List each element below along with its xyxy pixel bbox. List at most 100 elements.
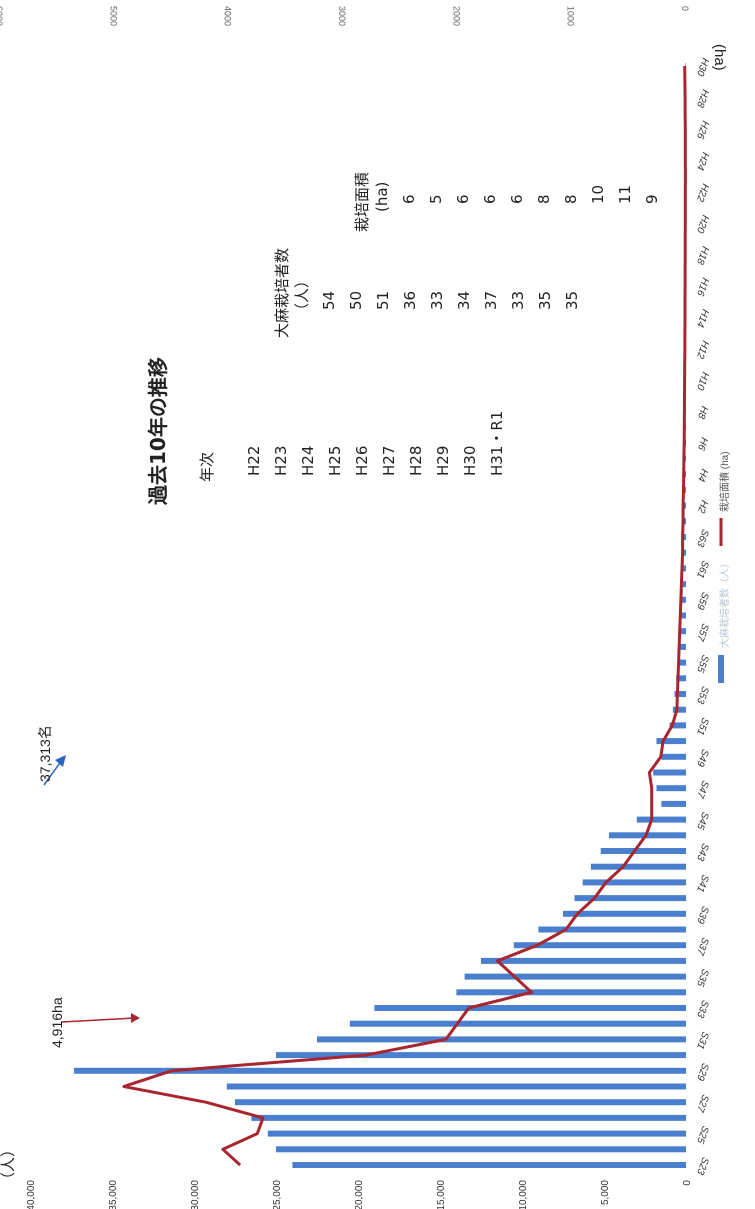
left-axis-tick-label: 10,000 bbox=[518, 1180, 529, 1209]
right-axis-tick-label: 1000 bbox=[566, 6, 576, 26]
inset-table-cell: H22 bbox=[245, 446, 263, 476]
annotation-arrow-blue bbox=[43, 759, 63, 786]
inset-table-cell: 6 bbox=[481, 194, 499, 204]
bar bbox=[661, 753, 686, 760]
bar bbox=[676, 675, 686, 682]
inset-table-cell: 33 bbox=[428, 291, 446, 310]
left-axis-tick-label: 20,000 bbox=[354, 1180, 365, 1209]
bar bbox=[456, 989, 686, 996]
category-tick-label: H10 bbox=[694, 370, 711, 391]
inset-table-cell: H31・R1 bbox=[488, 411, 506, 476]
category-tick-label: S53 bbox=[694, 685, 711, 706]
right-axis-label: (ha) bbox=[711, 44, 728, 71]
right-axis-tick-label: 5000 bbox=[108, 6, 118, 26]
inset-table-cell: 36 bbox=[401, 291, 419, 310]
inset-table-cell: 11 bbox=[616, 185, 634, 204]
left-axis-tick-label: 35,000 bbox=[108, 1180, 119, 1209]
category-tick-label: H22 bbox=[694, 182, 711, 203]
left-axis-label: （人） bbox=[0, 1142, 17, 1187]
category-tick-label: H26 bbox=[694, 119, 711, 140]
category-tick-labels: S23 S25 S27 S29 S31 S33 S35 S37 S39 S41 S43 S45 S47 S… bbox=[694, 56, 711, 1176]
category-tick-label: S59 bbox=[694, 590, 711, 611]
left-axis-ticks: 0 5,000 10,000 15,000 20,000 25,000 30,000 35,0… bbox=[26, 1180, 693, 1209]
inset-table-cell: 34 bbox=[455, 291, 473, 310]
bar bbox=[677, 659, 686, 666]
bar bbox=[464, 973, 686, 980]
inset-table-cell: 6 bbox=[400, 194, 418, 204]
inset-table-cell: H30 bbox=[461, 446, 479, 476]
inset-table-cell: H27 bbox=[380, 446, 398, 476]
right-axis-tick-label: 6000 bbox=[0, 6, 4, 26]
category-tick-label: H30 bbox=[694, 56, 711, 77]
bar bbox=[678, 643, 686, 650]
inset-table-unit: (ha) bbox=[373, 182, 391, 212]
bar bbox=[276, 1146, 686, 1153]
category-tick-label: H4 bbox=[695, 467, 710, 483]
left-axis-tick-label: 30,000 bbox=[190, 1180, 201, 1209]
category-tick-label: H28 bbox=[694, 88, 711, 109]
category-tick-label: S57 bbox=[694, 622, 711, 643]
bar bbox=[682, 534, 686, 540]
bar bbox=[317, 1036, 686, 1043]
inset-table-cell: 9 bbox=[643, 194, 661, 204]
bar-series bbox=[74, 63, 687, 1168]
bar bbox=[538, 926, 686, 933]
left-axis-tick-label: 15,000 bbox=[436, 1180, 447, 1209]
annotation-peak-area: 4,916ha bbox=[49, 997, 65, 1048]
left-axis-tick-label: 0 bbox=[682, 1180, 693, 1186]
bar bbox=[267, 1130, 686, 1137]
category-tick-label: S25 bbox=[694, 1124, 711, 1145]
category-tick-label: S45 bbox=[694, 810, 711, 831]
legend-swatch-growers bbox=[718, 655, 724, 683]
inset-table-cell: 6 bbox=[454, 194, 472, 204]
inset-table-cell: 50 bbox=[347, 291, 365, 310]
inset-table-cell: 33 bbox=[509, 291, 527, 310]
legend-label-area: 栽培面積 (ha) bbox=[718, 451, 731, 512]
inset-table-body: 年次 大麻栽培者数 （人） 栽培面積 (ha) H22 54 6 H23 50 5 H24 51 6 H25… bbox=[198, 172, 661, 482]
inset-table-cell: 35 bbox=[563, 291, 581, 310]
category-tick-label: S63 bbox=[694, 528, 711, 549]
bar bbox=[674, 691, 686, 697]
category-tick-label: S49 bbox=[694, 747, 711, 768]
bar bbox=[661, 800, 686, 807]
bar bbox=[681, 565, 686, 572]
category-tick-label: S47 bbox=[694, 779, 711, 800]
inset-table-cell: 54 bbox=[320, 291, 338, 310]
inset-table-cell: H28 bbox=[407, 446, 425, 476]
left-axis-tick-label: 25,000 bbox=[272, 1180, 283, 1209]
bar bbox=[656, 785, 686, 792]
inset-table-cell: 10 bbox=[589, 185, 607, 204]
bar bbox=[600, 848, 686, 854]
bar bbox=[276, 1052, 686, 1059]
right-axis-tick-label: 3000 bbox=[337, 6, 347, 26]
bar bbox=[349, 1020, 686, 1027]
category-tick-label: S23 bbox=[694, 1156, 711, 1177]
inset-table-cell: 51 bbox=[374, 291, 392, 310]
category-tick-label: H24 bbox=[694, 151, 711, 172]
inset-table-title: 過去10年の推移 bbox=[146, 357, 170, 505]
inset-table-header: 栽培面積 bbox=[353, 172, 371, 232]
bar bbox=[672, 706, 686, 713]
category-tick-label: S39 bbox=[694, 904, 711, 925]
inset-table-cell: H23 bbox=[272, 446, 290, 476]
inset-table-cell: H24 bbox=[299, 446, 317, 476]
left-axis-tick-label: 5,000 bbox=[600, 1180, 611, 1205]
bar bbox=[582, 879, 686, 886]
category-tick-label: H8 bbox=[695, 404, 710, 420]
category-tick-label: S37 bbox=[694, 936, 711, 957]
bar bbox=[226, 1083, 687, 1090]
right-axis-ticks: 0 1000 2000 3000 4000 5000 6000 bbox=[0, 6, 690, 26]
category-tick-label: H16 bbox=[694, 276, 711, 297]
inset-table-cell: 35 bbox=[536, 291, 554, 310]
inset-table-cell: H26 bbox=[353, 446, 371, 476]
category-tick-label: S31 bbox=[694, 1030, 710, 1050]
inset-table-cell: 5 bbox=[427, 194, 445, 204]
category-tick-label: H20 bbox=[694, 213, 711, 234]
category-tick-label: H2 bbox=[695, 499, 710, 515]
bar bbox=[681, 581, 686, 588]
bar bbox=[679, 612, 686, 619]
inset-table-cell: 8 bbox=[562, 194, 580, 204]
category-tick-label: S29 bbox=[694, 1061, 711, 1082]
bar bbox=[563, 910, 686, 917]
